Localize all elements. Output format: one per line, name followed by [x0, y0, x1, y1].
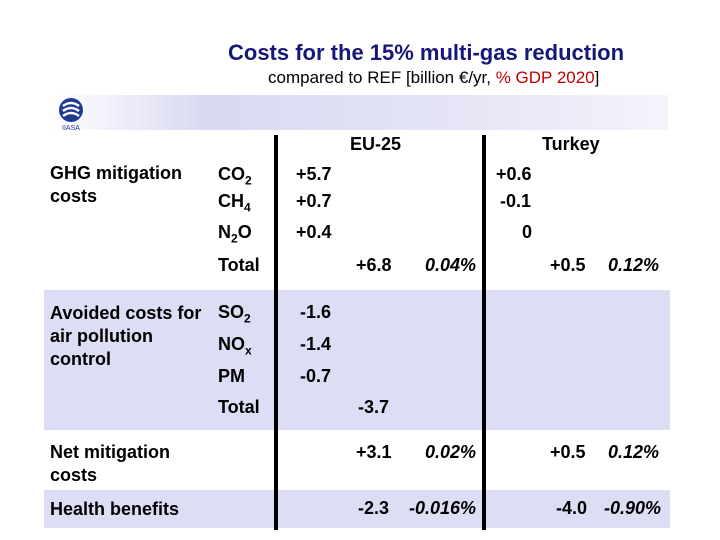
avoided-section — [44, 290, 670, 430]
organisation-logo-icon: IIASA — [54, 96, 88, 132]
subtitle-prefix: compared to REF [billion €/yr, — [268, 68, 496, 87]
eu-avoided-total: -3.7 — [358, 397, 390, 417]
turkey-health-value: -4.0 — [556, 498, 588, 518]
turkey-net-pct: 0.12% — [608, 442, 660, 462]
eu-so2-value: -1.6 — [300, 302, 332, 322]
health-label: Health benefits — [50, 499, 180, 519]
gas-nox: NOx — [218, 334, 252, 358]
gas-n2o: N2O — [218, 222, 252, 246]
health-section — [44, 490, 670, 528]
gas-ch4: CH4 — [218, 191, 251, 215]
eu-n2o-value: +0.4 — [296, 222, 332, 242]
ghg-label: GHG mitigation costs — [50, 163, 182, 206]
avoided-label: Avoided costs for air pollution control — [50, 303, 202, 369]
eu-health-pct: -0.016% — [409, 498, 477, 518]
column-divider-left — [274, 135, 278, 530]
gas-co2: CO2 — [218, 164, 252, 188]
turkey-co2-value: +0.6 — [496, 164, 532, 184]
eu-nox-value: -1.4 — [300, 334, 332, 354]
eu-ghg-total-pct: 0.04% — [425, 255, 477, 275]
ghg-total-label: Total — [218, 255, 260, 275]
column-header-turkey: Turkey — [542, 134, 600, 154]
gas-pm: PM — [218, 366, 245, 386]
turkey-n2o-value: 0 — [522, 222, 533, 242]
header-band — [50, 95, 668, 130]
ghg-section — [44, 158, 670, 282]
subtitle-suffix: ] — [594, 68, 600, 87]
turkey-ghg-total: +0.5 — [550, 255, 586, 275]
eu-ghg-total: +6.8 — [356, 255, 392, 275]
net-label: Net mitigation costs — [50, 442, 170, 485]
turkey-ch4-value: -0.1 — [500, 191, 532, 211]
page-title: Costs for the 15% multi-gas reduction — [228, 40, 625, 65]
eu-net-pct: 0.02% — [425, 442, 477, 462]
subtitle-highlight: % GDP 2020 — [495, 68, 595, 87]
column-divider-right — [482, 135, 486, 530]
column-header-eu: EU-25 — [350, 134, 402, 154]
eu-pm-value: -0.7 — [300, 366, 332, 386]
turkey-ghg-total-pct: 0.12% — [608, 255, 660, 275]
page-subtitle: compared to REF [billion €/yr, % GDP 202… — [268, 68, 599, 88]
avoided-total-label: Total — [218, 397, 260, 417]
eu-ch4-value: +0.7 — [296, 191, 332, 211]
logo-caption: IIASA — [62, 125, 80, 132]
net-section — [44, 433, 670, 487]
gas-so2: SO2 — [218, 302, 251, 326]
eu-health-value: -2.3 — [358, 498, 390, 518]
eu-net-value: +3.1 — [356, 442, 392, 462]
turkey-net-value: +0.5 — [550, 442, 586, 462]
turkey-health-pct: -0.90% — [604, 498, 662, 518]
eu-co2-value: +5.7 — [296, 164, 332, 184]
